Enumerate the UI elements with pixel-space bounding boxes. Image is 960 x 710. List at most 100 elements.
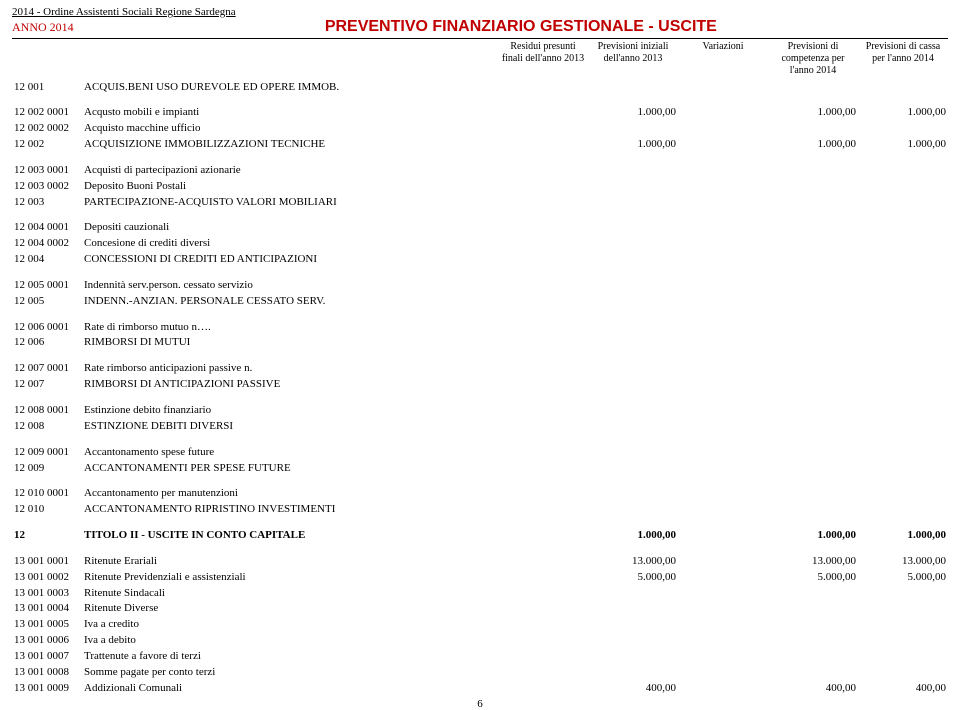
row-value	[678, 121, 768, 137]
row-value	[498, 335, 588, 351]
row-code: 12 010 0001	[12, 486, 82, 502]
row-value: 13.000,00	[768, 553, 858, 569]
table-row: 12 004 0001Depositi cauzionali	[12, 220, 948, 236]
row-value	[768, 252, 858, 268]
row-code: 12 002 0002	[12, 121, 82, 137]
row-value: 1.000,00	[768, 137, 858, 153]
row-value	[768, 293, 858, 309]
row-value	[588, 293, 678, 309]
table-row: 12 008 0001Estinzione debito finanziario	[12, 403, 948, 419]
row-code: 12 008	[12, 418, 82, 434]
row-code: 12 009 0001	[12, 444, 82, 460]
doc-title: PREVENTIVO FINANZIARIO GESTIONALE - USCI…	[134, 18, 908, 36]
row-value	[858, 664, 948, 680]
org-line: 2014 - Ordine Assistenti Sociali Regione…	[12, 6, 948, 18]
row-value	[678, 418, 768, 434]
row-desc: Iva a debito	[82, 633, 498, 649]
row-value	[498, 252, 588, 268]
table-row: 12 007 0001Rate rimborso anticipazioni p…	[12, 361, 948, 377]
row-value: 400,00	[858, 680, 948, 696]
table-row: 13 001 0003Ritenute Sindacali	[12, 585, 948, 601]
row-value	[768, 444, 858, 460]
table-row	[12, 152, 948, 162]
row-value: 1.000,00	[768, 105, 858, 121]
row-value	[678, 502, 768, 518]
row-value	[678, 335, 768, 351]
row-desc: Somme pagate per conto terzi	[82, 664, 498, 680]
row-value	[678, 633, 768, 649]
row-value	[768, 178, 858, 194]
row-value	[678, 444, 768, 460]
row-value	[498, 236, 588, 252]
table-row: 12 010 0001Accantonamento per manutenzio…	[12, 486, 948, 502]
row-desc: Iva a credito	[82, 617, 498, 633]
row-value	[858, 460, 948, 476]
row-desc: Addizionali Comunali	[82, 680, 498, 696]
row-value: 5.000,00	[588, 569, 678, 585]
table-row: 12 002ACQUISIZIONE IMMOBILIZZAZIONI TECN…	[12, 137, 948, 153]
row-value	[768, 319, 858, 335]
row-value	[678, 553, 768, 569]
row-value	[498, 633, 588, 649]
row-value: 1.000,00	[588, 528, 678, 544]
row-value	[768, 377, 858, 393]
row-code: 12 006 0001	[12, 319, 82, 335]
row-value	[678, 319, 768, 335]
table-row	[12, 393, 948, 403]
row-code: 12 002	[12, 137, 82, 153]
row-value	[858, 601, 948, 617]
row-code: 12 003	[12, 194, 82, 210]
col-head-2: Variazioni	[678, 41, 768, 77]
row-value	[768, 418, 858, 434]
row-code: 12 003 0002	[12, 178, 82, 194]
table-row: 12 003PARTECIPAZIONE-ACQUISTO VALORI MOB…	[12, 194, 948, 210]
row-desc: CONCESSIONI DI CREDITI ED ANTICIPAZIONI	[82, 252, 498, 268]
table-row: 13 001 0004Ritenute Diverse	[12, 601, 948, 617]
row-code: 12 010	[12, 502, 82, 518]
table-row: 13 001 0009Addizionali Comunali400,00400…	[12, 680, 948, 696]
table-row: 12 006 0001Rate di rimborso mutuo n….	[12, 319, 948, 335]
row-value	[588, 220, 678, 236]
row-value	[678, 220, 768, 236]
row-value	[498, 293, 588, 309]
table-row: 12 005 0001Indennità serv.person. cessat…	[12, 277, 948, 293]
row-desc: ACCANTONAMENTI PER SPESE FUTURE	[82, 460, 498, 476]
row-value	[588, 460, 678, 476]
row-value	[768, 220, 858, 236]
row-value	[588, 403, 678, 419]
row-value	[498, 79, 588, 95]
row-value	[588, 277, 678, 293]
row-code: 13 001 0004	[12, 601, 82, 617]
row-desc: Rate rimborso anticipazioni passive n.	[82, 361, 498, 377]
row-value	[768, 502, 858, 518]
row-value	[498, 178, 588, 194]
row-value	[678, 137, 768, 153]
row-value	[858, 585, 948, 601]
table-row: 12 010ACCANTONAMENTO RIPRISTINO INVESTIM…	[12, 502, 948, 518]
row-value	[858, 486, 948, 502]
row-value	[768, 617, 858, 633]
row-value	[498, 664, 588, 680]
table-row: 12 003 0001Acquisti di partecipazioni az…	[12, 162, 948, 178]
table-row	[12, 518, 948, 528]
row-value: 1.000,00	[858, 105, 948, 121]
row-desc: ACQUIS.BENI USO DUREVOLE ED OPERE IMMOB.	[82, 79, 498, 95]
table-row: 13 001 0008Somme pagate per conto terzi	[12, 664, 948, 680]
row-desc: Ritenute Previdenziali e assistenziali	[82, 569, 498, 585]
row-value	[858, 617, 948, 633]
row-value	[588, 617, 678, 633]
table-row: 13 001 0007Trattenute a favore di terzi	[12, 648, 948, 664]
row-desc: Deposito Buoni Postali	[82, 178, 498, 194]
row-value: 1.000,00	[588, 105, 678, 121]
row-value	[858, 633, 948, 649]
row-value	[678, 460, 768, 476]
row-desc: Ritenute Erariali	[82, 553, 498, 569]
row-value	[768, 664, 858, 680]
row-value	[588, 335, 678, 351]
row-code: 12 008 0001	[12, 403, 82, 419]
row-desc: Accantonamento per manutenzioni	[82, 486, 498, 502]
row-value	[768, 335, 858, 351]
row-value	[588, 377, 678, 393]
table-row: 13 001 0006Iva a debito	[12, 633, 948, 649]
row-value	[588, 633, 678, 649]
